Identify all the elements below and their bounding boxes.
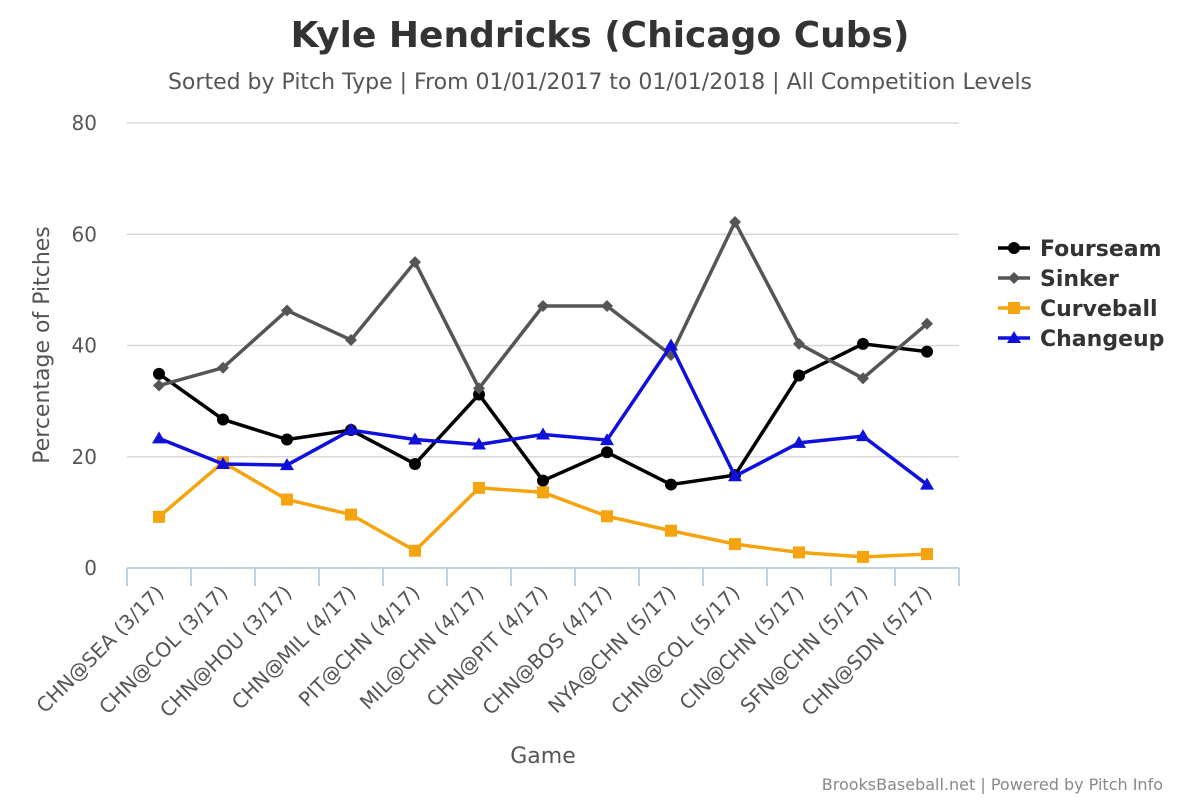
credits-text[interactable]: BrooksBaseball.net | Powered by Pitch In… xyxy=(822,775,1163,794)
data-point-curveball[interactable] xyxy=(537,486,549,499)
x-axis xyxy=(126,567,960,586)
legend-label: Curveball xyxy=(1040,297,1158,322)
data-point-fourseam[interactable] xyxy=(921,345,933,358)
series-changeup xyxy=(152,338,934,490)
y-tick-label: 0 xyxy=(84,556,97,580)
y-axis-tick-labels: 0 20 40 60 80 xyxy=(72,111,97,580)
data-point-sinker[interactable] xyxy=(921,317,933,330)
legend: Fourseam Sinker Curveball Changeup xyxy=(998,237,1164,352)
legend-label: Changeup xyxy=(1040,327,1164,352)
data-point-curveball[interactable] xyxy=(153,510,165,523)
series-fourseam xyxy=(153,337,933,491)
data-point-curveball[interactable] xyxy=(665,524,677,537)
legend-marker xyxy=(1008,272,1020,284)
legend-item-fourseam[interactable]: Fourseam xyxy=(998,237,1162,262)
data-point-fourseam[interactable] xyxy=(281,433,293,446)
x-axis-title: Game xyxy=(510,744,576,769)
data-point-changeup[interactable] xyxy=(792,435,806,448)
y-tick-label: 80 xyxy=(72,111,97,135)
data-point-sinker[interactable] xyxy=(793,337,805,350)
data-point-changeup[interactable] xyxy=(152,431,166,444)
chart-subtitle: Sorted by Pitch Type | From 01/01/2017 t… xyxy=(168,70,1032,95)
data-point-fourseam[interactable] xyxy=(665,478,677,491)
legend-label: Fourseam xyxy=(1040,237,1162,262)
data-point-sinker[interactable] xyxy=(537,300,549,313)
data-point-curveball[interactable] xyxy=(345,508,357,521)
data-point-curveball[interactable] xyxy=(921,548,933,561)
data-point-sinker[interactable] xyxy=(153,379,165,392)
data-point-fourseam[interactable] xyxy=(857,337,869,350)
data-point-changeup[interactable] xyxy=(472,437,486,450)
data-point-fourseam[interactable] xyxy=(153,367,165,380)
data-point-fourseam[interactable] xyxy=(537,474,549,487)
data-point-fourseam[interactable] xyxy=(409,457,421,470)
legend-item-curveball[interactable]: Curveball xyxy=(998,297,1158,322)
data-point-changeup[interactable] xyxy=(664,338,678,351)
data-point-changeup[interactable] xyxy=(216,456,230,469)
data-point-changeup[interactable] xyxy=(920,477,934,490)
y-axis-title: Percentage of Pitches xyxy=(30,226,55,464)
data-point-fourseam[interactable] xyxy=(793,369,805,382)
data-point-curveball[interactable] xyxy=(409,544,421,557)
data-point-changeup[interactable] xyxy=(280,458,294,471)
series-curveball xyxy=(153,456,933,563)
legend-marker xyxy=(1008,302,1020,314)
legend-marker xyxy=(1007,331,1021,343)
data-point-curveball[interactable] xyxy=(729,538,741,551)
data-point-sinker[interactable] xyxy=(729,216,741,229)
data-point-fourseam[interactable] xyxy=(473,388,485,401)
legend-marker xyxy=(1008,242,1020,254)
data-point-curveball[interactable] xyxy=(857,550,869,563)
legend-label: Sinker xyxy=(1040,267,1119,292)
data-point-curveball[interactable] xyxy=(601,510,613,523)
data-point-changeup[interactable] xyxy=(344,423,358,436)
data-point-sinker[interactable] xyxy=(473,382,485,395)
data-point-sinker[interactable] xyxy=(857,372,869,385)
data-point-fourseam[interactable] xyxy=(601,446,613,459)
data-point-sinker[interactable] xyxy=(345,333,357,346)
data-point-changeup[interactable] xyxy=(408,432,422,445)
data-point-changeup[interactable] xyxy=(856,429,870,442)
legend-item-changeup[interactable]: Changeup xyxy=(998,327,1164,352)
series-layer xyxy=(152,216,934,563)
data-point-sinker[interactable] xyxy=(409,256,421,269)
data-point-sinker[interactable] xyxy=(217,361,229,374)
y-tick-label: 40 xyxy=(72,334,97,358)
series-line-changeup[interactable] xyxy=(157,343,929,487)
data-point-changeup[interactable] xyxy=(600,433,614,446)
x-axis-tick-labels: CHN@SEA (3/17)CHN@COL (3/17)CHN@HOU (3/1… xyxy=(31,581,936,723)
data-point-curveball[interactable] xyxy=(473,481,485,494)
y-tick-label: 60 xyxy=(72,222,97,246)
data-point-curveball[interactable] xyxy=(281,493,293,506)
y-tick-label: 20 xyxy=(72,445,97,469)
chart-title: Kyle Hendricks (Chicago Cubs) xyxy=(291,15,910,56)
data-point-curveball[interactable] xyxy=(793,546,805,559)
data-point-changeup[interactable] xyxy=(728,469,742,482)
gridlines xyxy=(127,122,959,458)
data-point-fourseam[interactable] xyxy=(217,413,229,426)
data-point-changeup[interactable] xyxy=(536,427,550,440)
data-point-sinker[interactable] xyxy=(281,304,293,317)
legend-item-sinker[interactable]: Sinker xyxy=(998,267,1119,292)
data-point-sinker[interactable] xyxy=(601,300,613,313)
series-sinker xyxy=(153,216,933,395)
